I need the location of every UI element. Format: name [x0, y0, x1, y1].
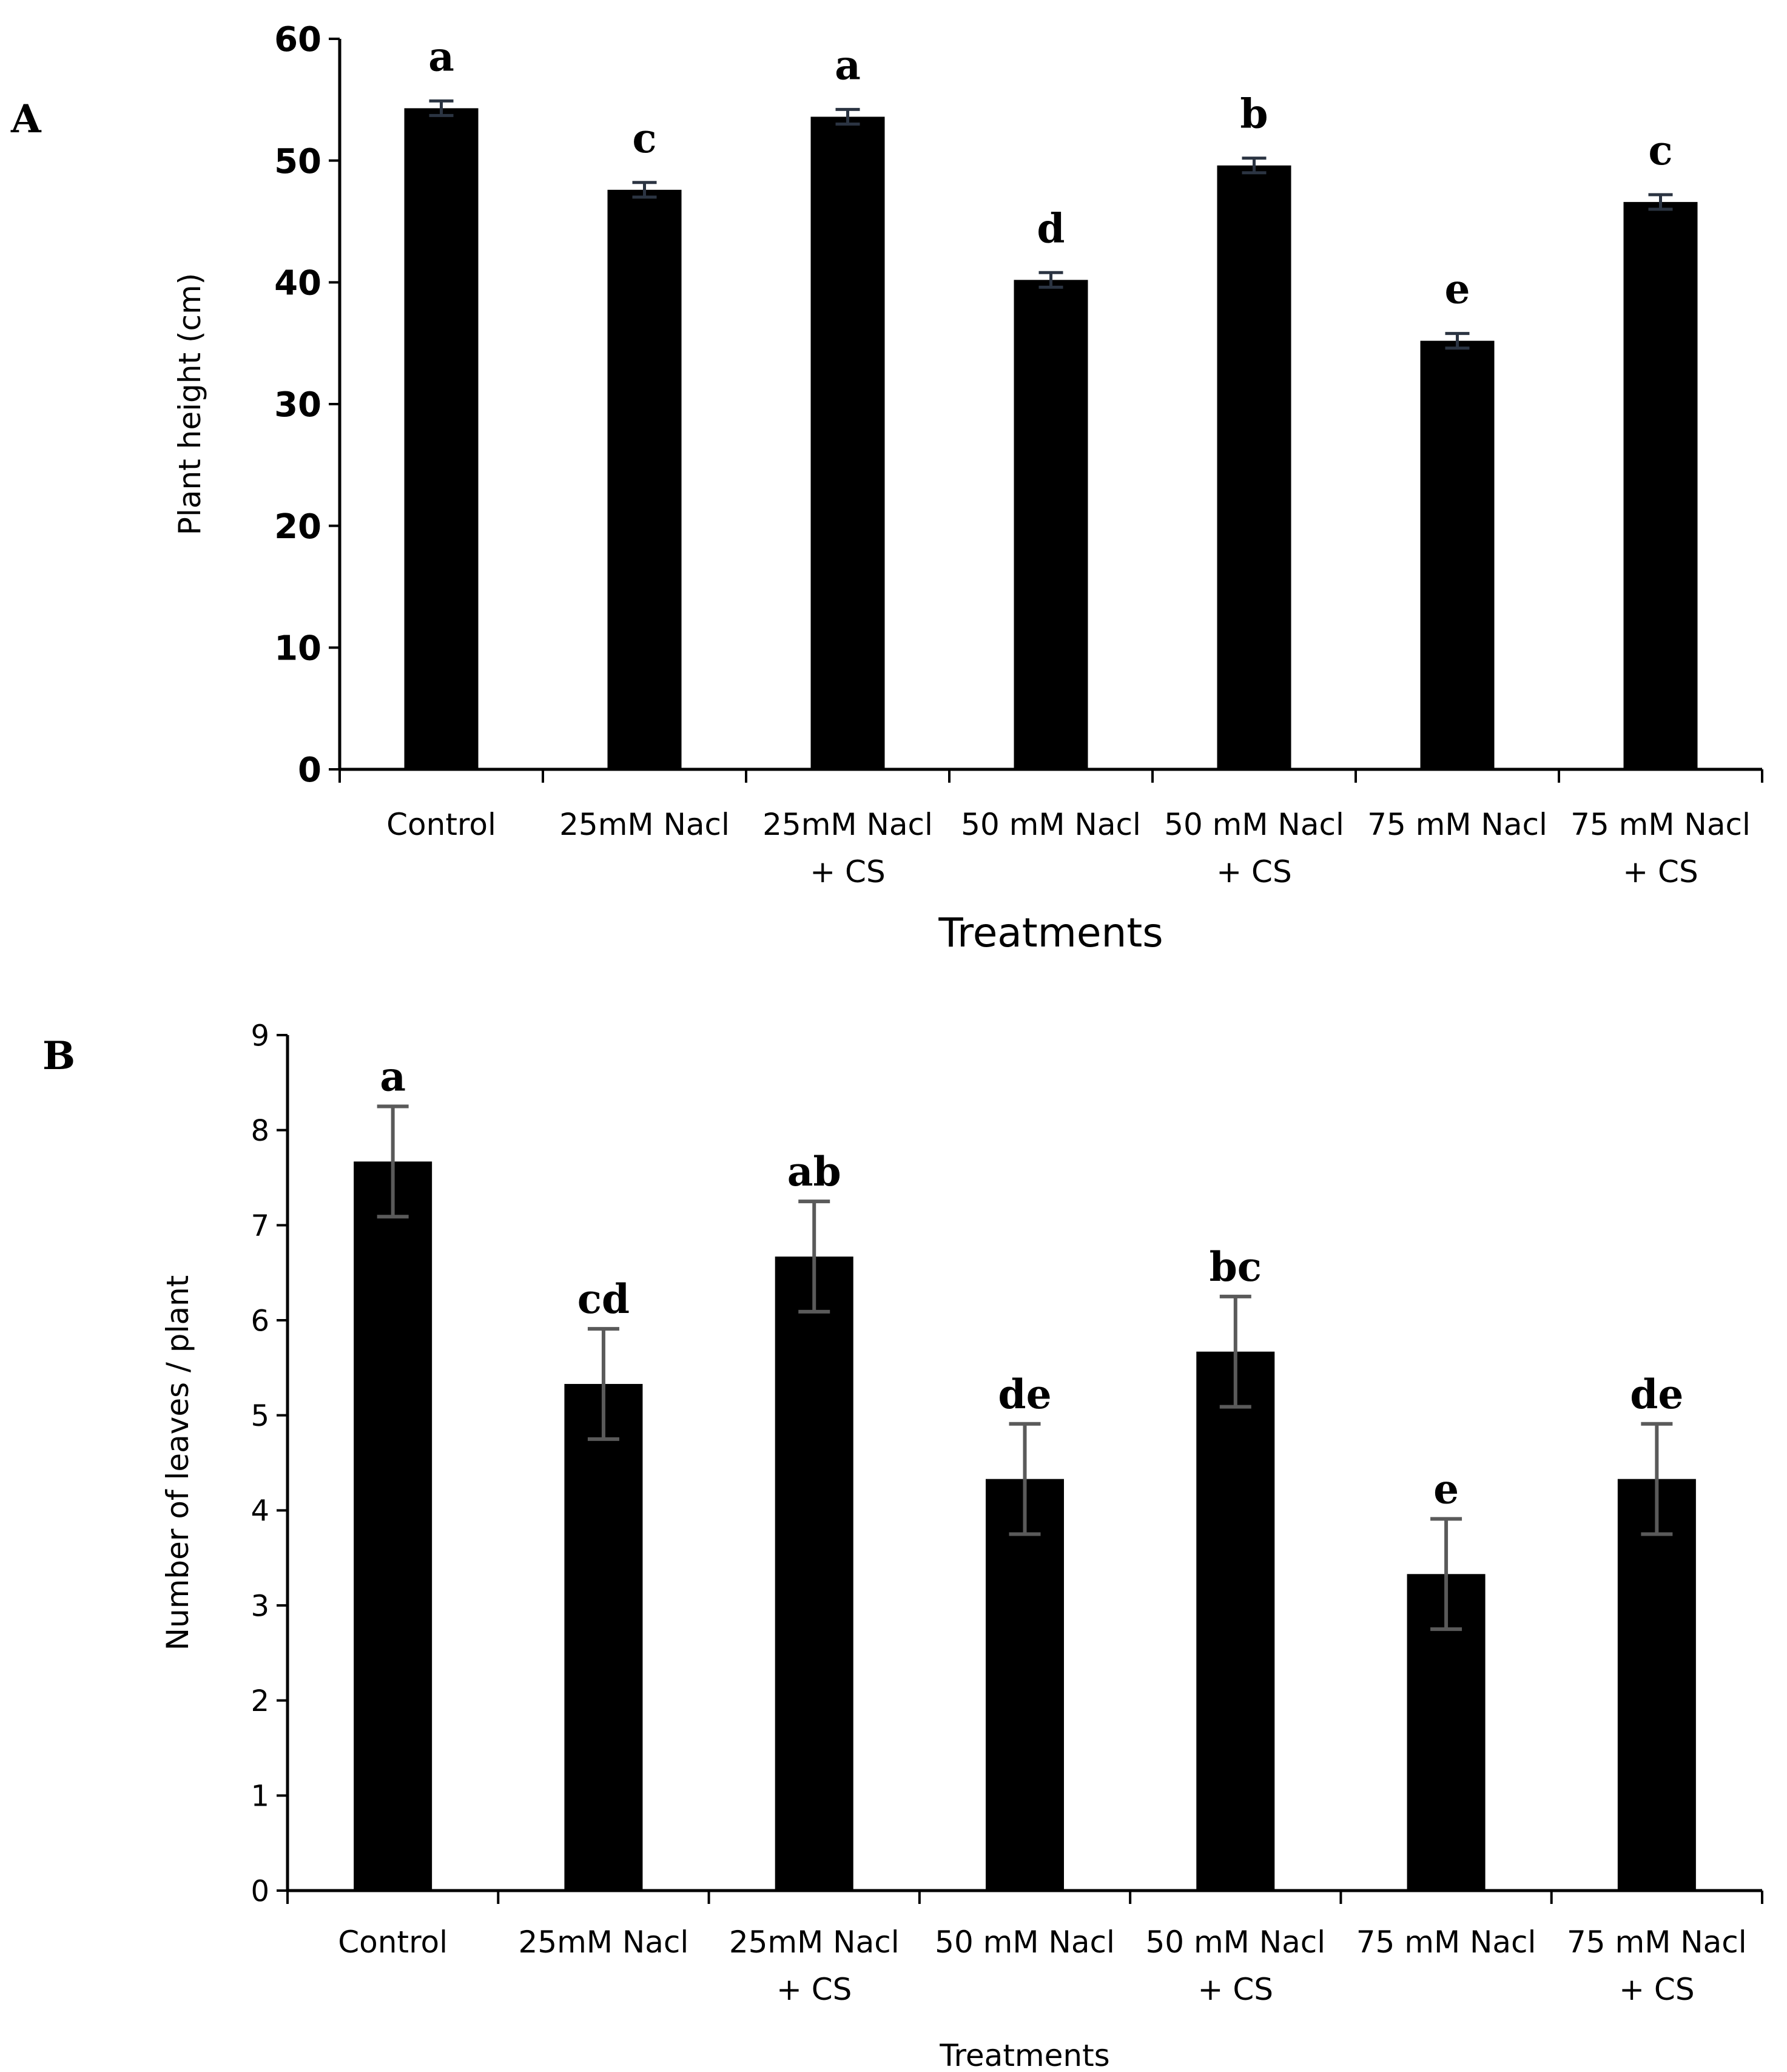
significance-letter: de — [1630, 1371, 1683, 1418]
y-axis-title: Plant height (cm) — [172, 273, 207, 535]
significance-letter: a — [428, 33, 454, 80]
significance-letter: ab — [787, 1148, 841, 1195]
bar — [1217, 165, 1291, 769]
panel-label-b: B — [42, 1033, 75, 1079]
bar — [1420, 340, 1495, 769]
x-tick-label: Control — [386, 807, 496, 842]
x-tick-label: 25mM Nacl — [559, 807, 730, 842]
x-tick-label: Control — [338, 1925, 448, 1960]
x-axis-title: Treatments — [938, 909, 1163, 956]
bar — [1014, 280, 1088, 769]
x-tick-label: 25mM Nacl — [519, 1925, 689, 1960]
x-axis-title: Treatments — [939, 2038, 1109, 2072]
x-tick-label: 75 mM Nacl — [1356, 1925, 1536, 1960]
x-tick-label: 50 mM Nacl + CS — [1145, 1925, 1325, 2007]
significance-letter: e — [1433, 1465, 1459, 1513]
significance-letter: d — [1037, 204, 1065, 252]
significance-letter: b — [1240, 90, 1268, 138]
y-tick-label: 0 — [251, 1874, 269, 1908]
bar — [1196, 1351, 1275, 1891]
y-tick-label: 10 — [274, 629, 321, 668]
bar — [354, 1161, 432, 1891]
x-tick-label: 50 mM Nacl — [935, 1925, 1115, 1960]
bar — [1623, 201, 1698, 770]
y-tick-label: 7 — [251, 1209, 269, 1243]
significance-letter: cd — [577, 1275, 630, 1323]
x-tick-label: 50 mM Nacl + CS — [1164, 807, 1344, 889]
bar — [607, 189, 682, 769]
significance-letter: e — [1445, 266, 1470, 313]
bar — [1617, 1479, 1696, 1891]
y-tick-label: 50 — [274, 142, 321, 181]
y-tick-label: 2 — [251, 1684, 269, 1718]
y-tick-label: 6 — [251, 1304, 269, 1338]
chart-panel-b: 0 1 2 3 4 5 6 7 8 9 a Control cd 25mM Nacl ab 25mM Nacl… — [160, 1019, 1763, 2072]
bar — [775, 1257, 853, 1891]
panel-label-a: A — [10, 96, 42, 142]
bar — [404, 108, 479, 769]
x-tick-label: 75 mM Nacl — [1367, 807, 1547, 842]
chart-panel-a: 0 10 20 30 40 50 60 a Control c 25mM Nacl a 25mM Nac… — [172, 20, 1763, 956]
significance-letter: a — [835, 41, 861, 89]
significance-letter: bc — [1210, 1243, 1262, 1291]
y-tick-label: 4 — [251, 1494, 269, 1528]
x-tick-label: 75 mM Nacl + CS — [1570, 807, 1751, 889]
bar — [986, 1479, 1064, 1891]
significance-letter: c — [632, 115, 656, 162]
y-tick-label: 8 — [251, 1114, 269, 1148]
bar — [564, 1383, 643, 1891]
significance-letter: de — [998, 1371, 1051, 1418]
significance-letter: a — [380, 1053, 406, 1101]
y-tick-label: 5 — [251, 1399, 269, 1433]
y-tick-label: 1 — [251, 1780, 269, 1814]
y-tick-label: 60 — [274, 20, 321, 59]
bar — [810, 116, 885, 770]
x-tick-label: 75 mM Nacl + CS — [1567, 1925, 1747, 2007]
y-tick-label: 9 — [251, 1019, 269, 1053]
x-tick-label: 50 mM Nacl — [961, 807, 1141, 842]
x-tick-label: 25mM Nacl + CS — [729, 1925, 900, 2007]
y-tick-label: 3 — [251, 1589, 269, 1623]
y-tick-label: 40 — [274, 263, 321, 303]
y-axis-title: Number of leaves / plant — [160, 1275, 195, 1651]
y-tick-label: 20 — [274, 507, 321, 547]
y-tick-label: 30 — [274, 385, 321, 425]
y-tick-label: 0 — [298, 751, 321, 790]
x-tick-label: 25mM Nacl + CS — [762, 807, 933, 889]
significance-letter: c — [1648, 127, 1672, 174]
